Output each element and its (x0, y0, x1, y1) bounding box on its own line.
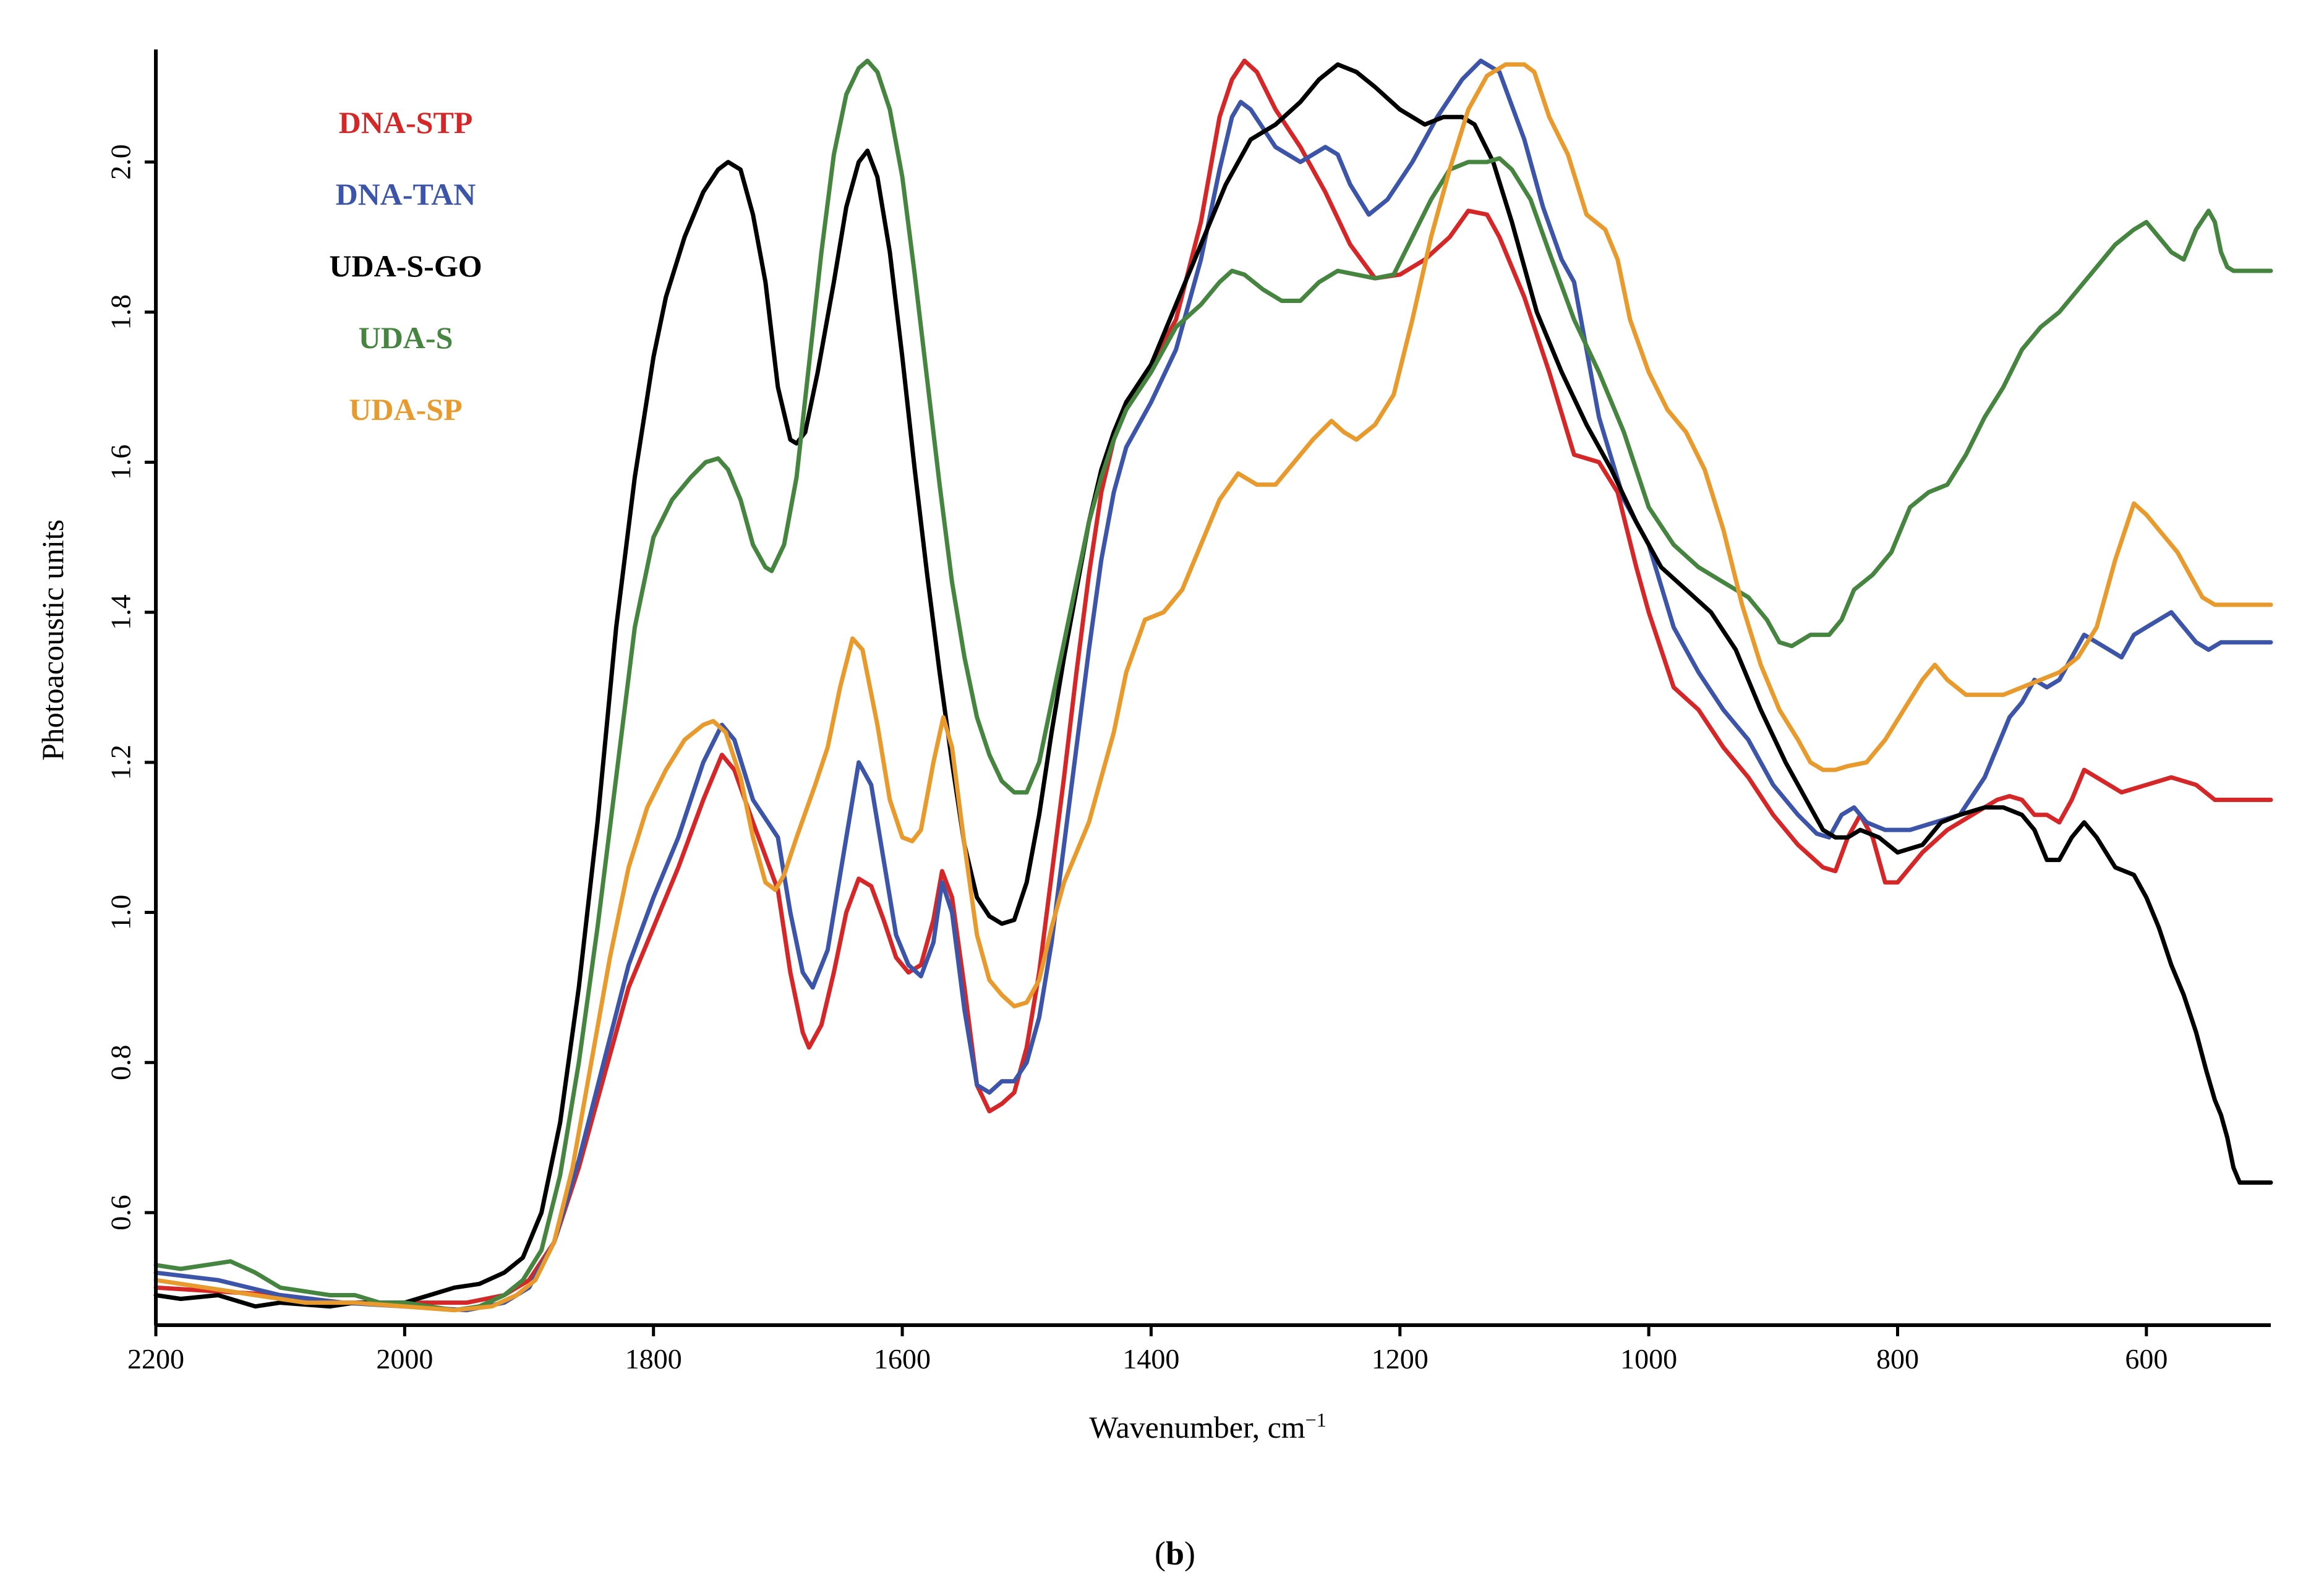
x-tick-label: 600 (2125, 1343, 2168, 1375)
legend-entry-dna-stp: DNA-STP (339, 105, 473, 140)
x-tick-label: 1000 (1620, 1343, 1677, 1375)
y-tick-label: 1.4 (105, 594, 137, 630)
x-tick-label: 2200 (127, 1343, 184, 1375)
y-tick-label: 1.8 (105, 294, 137, 330)
series-line-uda-sp (153, 62, 2273, 1313)
x-axis-title: Wavenumber, cm−1 (1089, 1409, 1326, 1445)
legend-entry-uda-s: UDA-S (359, 320, 453, 355)
x-tick-label: 2000 (376, 1343, 433, 1375)
legend-entry-dna-tan: DNA-TAN (336, 177, 476, 211)
y-tick-label: 1.0 (105, 895, 137, 931)
series-line-uda-s-go (153, 62, 2273, 1309)
legend: DNA-STP DNA-TAN UDA-S-GO UDA-S UDA-SP (329, 105, 482, 427)
x-axis-title-superscript: −1 (1305, 1409, 1326, 1431)
y-tick-label: 1.2 (105, 745, 137, 780)
caption-close-paren: ) (1184, 1535, 1195, 1572)
caption-letter: b (1166, 1535, 1184, 1572)
y-axis-title: Photoacoustic units (35, 519, 70, 761)
x-tick-label: 1600 (874, 1343, 931, 1375)
y-tick-label: 2.0 (105, 144, 137, 180)
legend-entry-uda-sp: UDA-SP (349, 392, 462, 427)
tick-layer: 2200 2000 1800 1600 1400 1200 1000 800 600 0.6 0.8… (105, 144, 2168, 1375)
series-layer (153, 58, 2273, 1313)
axes-layer (154, 49, 2271, 1327)
x-tick-label: 1400 (1122, 1343, 1179, 1375)
x-tick-label: 1800 (625, 1343, 682, 1375)
series-line-uda-s (153, 58, 2273, 1313)
x-tick-label: 1200 (1372, 1343, 1429, 1375)
y-tick-label: 1.6 (105, 445, 137, 480)
x-axis-title-text: Wavenumber, cm (1089, 1410, 1305, 1445)
figure-caption: (b) (1155, 1535, 1195, 1572)
y-tick-label: 0.8 (105, 1045, 137, 1081)
x-tick-label: 800 (1876, 1343, 1919, 1375)
caption-open-paren: ( (1155, 1535, 1166, 1572)
legend-entry-uda-s-go: UDA-S-GO (329, 249, 482, 283)
series-line-dna-stp (153, 58, 2273, 1305)
y-tick-label: 0.6 (105, 1195, 137, 1231)
